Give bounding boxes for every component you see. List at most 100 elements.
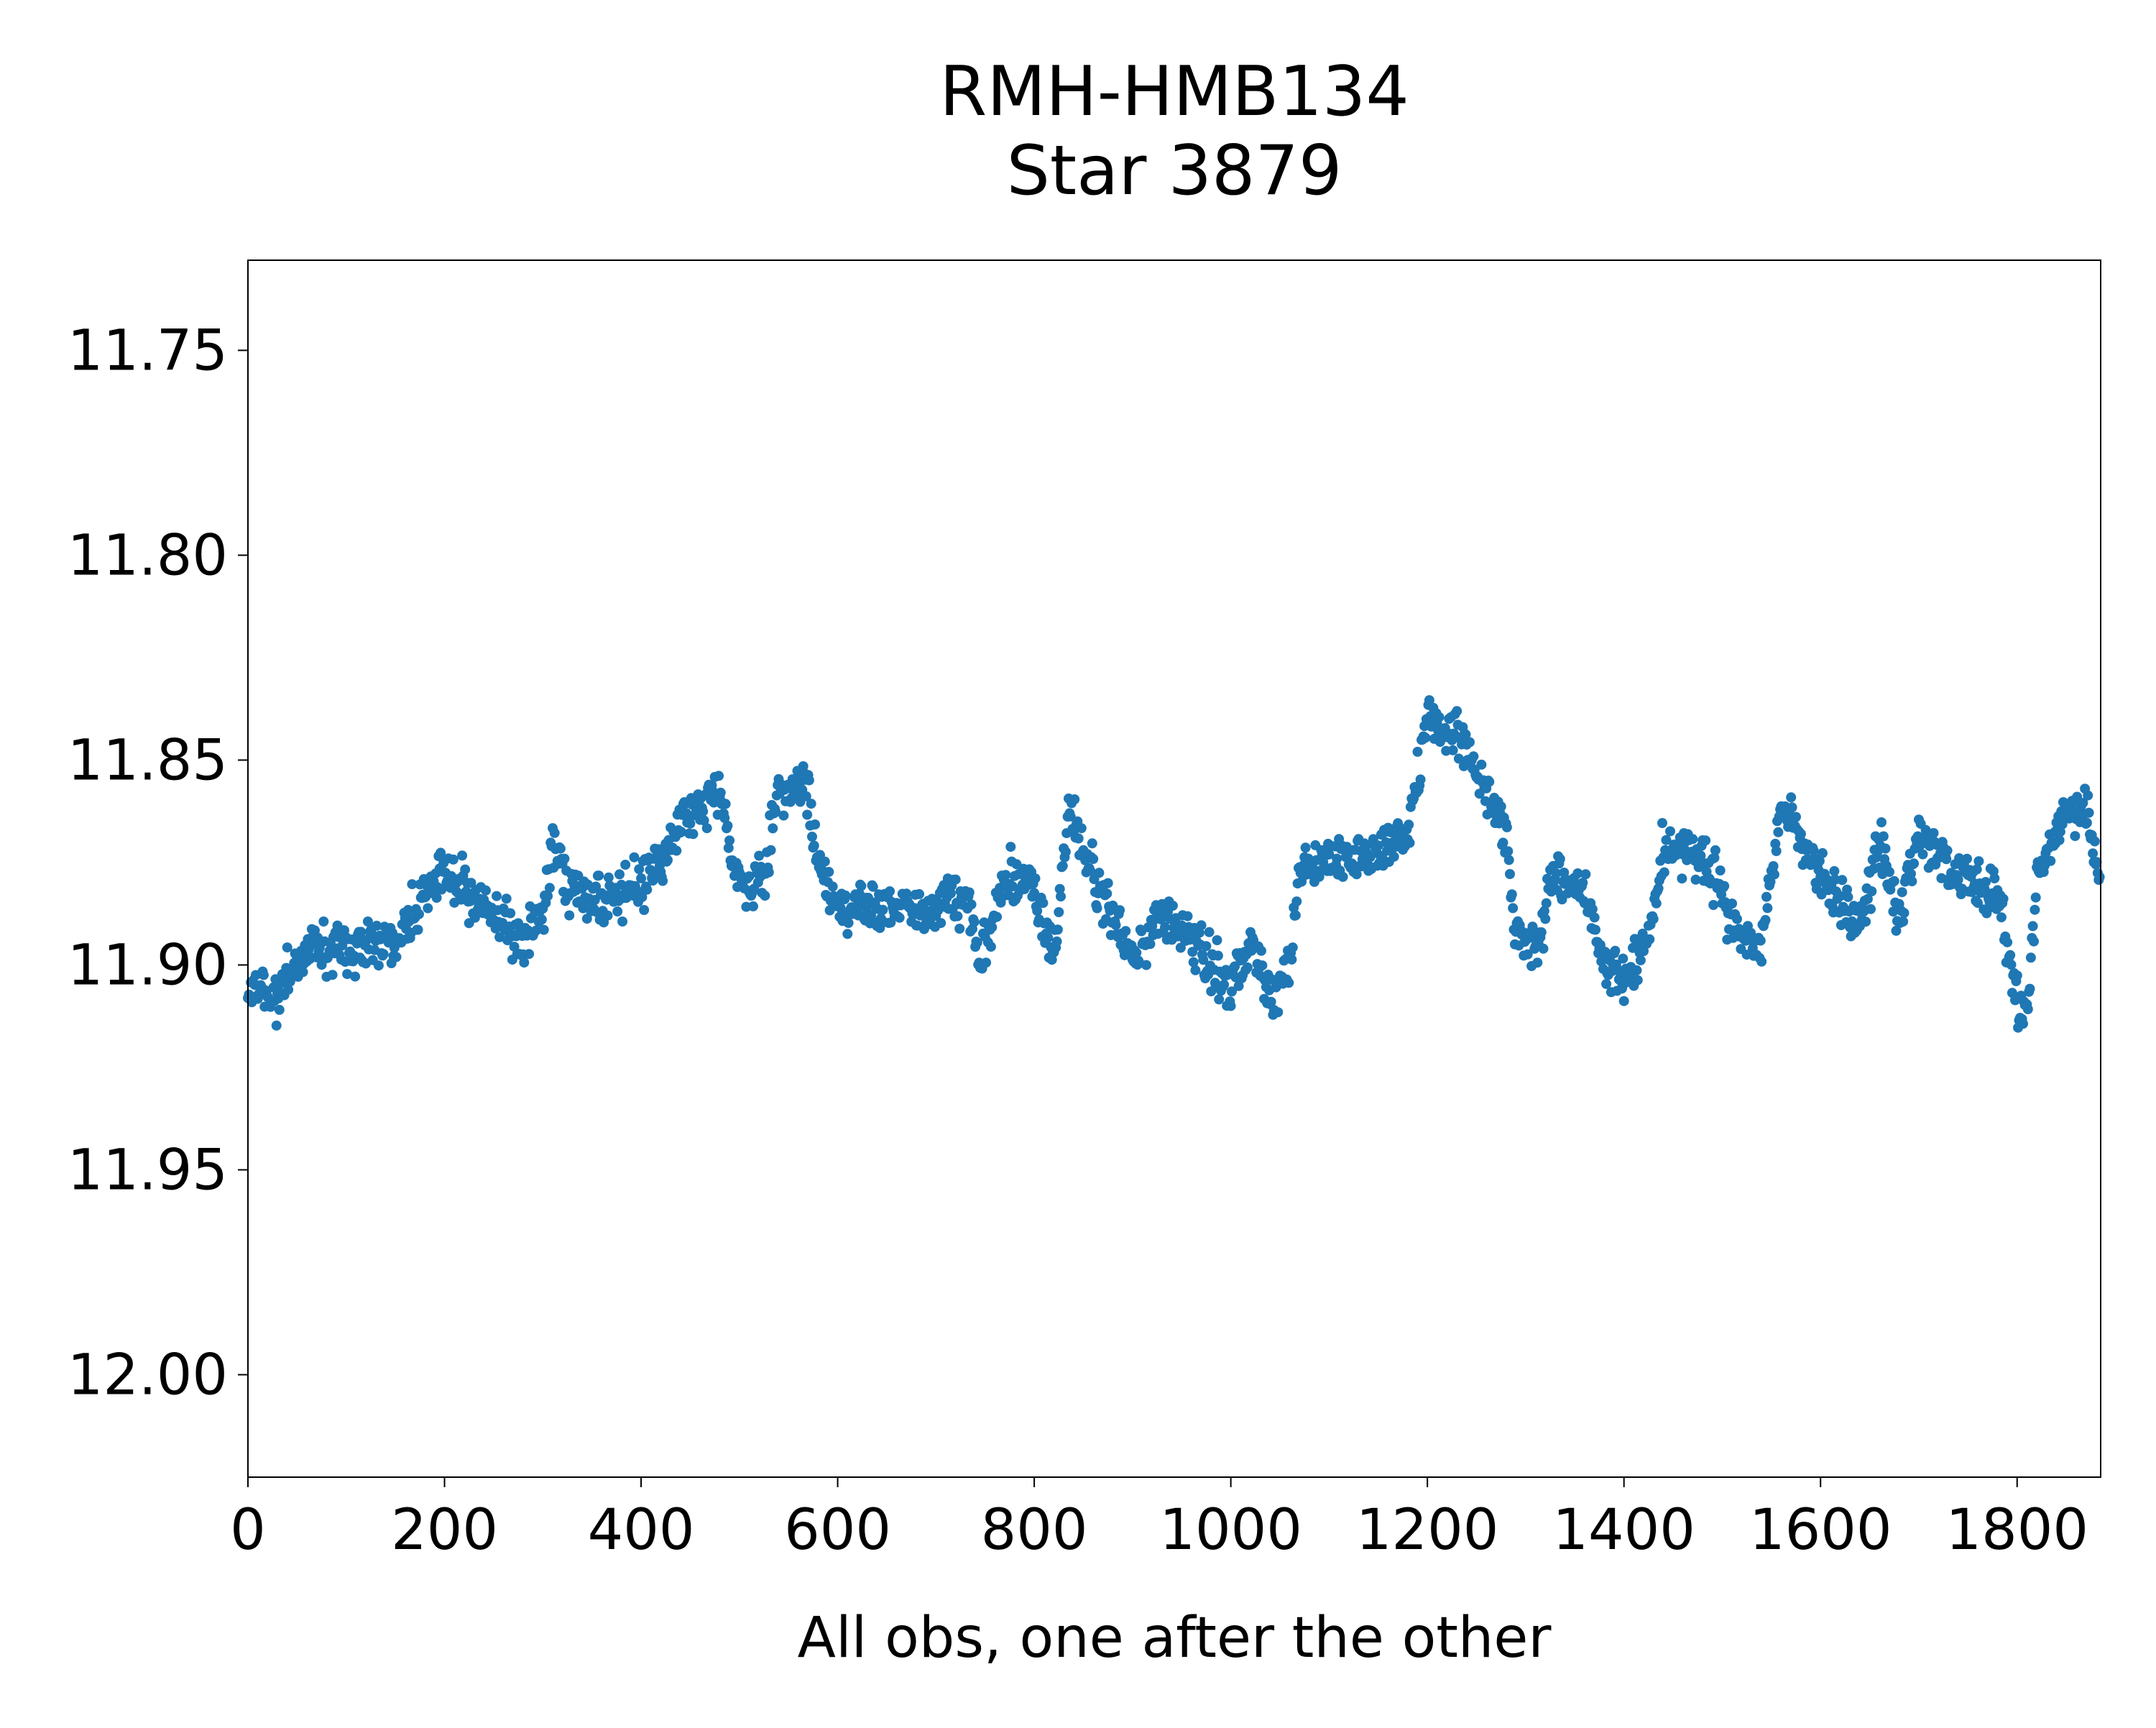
- data-point: [1719, 881, 1730, 891]
- y-tick-label: 11.90: [68, 933, 228, 998]
- data-point: [1589, 912, 1600, 923]
- data-point: [1141, 960, 1151, 970]
- data-point: [431, 893, 442, 903]
- data-point: [1420, 732, 1431, 743]
- data-point: [1287, 942, 1298, 953]
- data-point: [1498, 837, 1508, 848]
- data-point: [1695, 850, 1706, 861]
- data-point: [1861, 916, 1871, 927]
- data-point: [413, 924, 423, 935]
- data-point: [1303, 853, 1314, 864]
- data-point: [1212, 935, 1222, 945]
- data-point: [544, 883, 555, 893]
- data-point: [1102, 878, 1113, 888]
- data-point: [327, 970, 338, 980]
- data-point: [1233, 980, 1244, 991]
- data-point: [914, 888, 925, 899]
- data-point: [1659, 867, 1669, 878]
- data-point: [1651, 898, 1662, 909]
- data-point: [1632, 975, 1643, 985]
- data-point: [1657, 818, 1667, 828]
- data-point: [1554, 854, 1565, 865]
- data-point: [765, 845, 776, 855]
- data-point: [1786, 792, 1797, 803]
- data-point: [1300, 842, 1311, 853]
- data-point: [1337, 871, 1348, 882]
- data-point: [2029, 936, 2039, 947]
- data-point: [457, 850, 468, 861]
- data-point: [1476, 759, 1487, 770]
- data-point: [819, 856, 830, 867]
- data-point: [807, 832, 817, 842]
- data-point: [1644, 934, 1655, 945]
- data-point: [802, 809, 813, 820]
- data-point: [1541, 898, 1552, 909]
- data-point: [1160, 922, 1170, 932]
- y-tick-label: 11.95: [68, 1138, 228, 1203]
- data-point: [1897, 887, 1907, 898]
- data-point: [1917, 849, 1928, 860]
- data-point: [362, 916, 373, 927]
- data-point: [1188, 957, 1199, 968]
- data-point: [719, 813, 730, 823]
- data-point: [1755, 935, 1766, 946]
- data-point: [723, 842, 734, 853]
- data-point: [1998, 893, 2009, 904]
- data-point: [402, 904, 413, 915]
- data-point: [856, 881, 867, 891]
- data-point: [564, 910, 575, 921]
- data-point: [1087, 838, 1097, 849]
- data-point: [350, 971, 361, 982]
- data-point: [1054, 907, 1064, 917]
- data-point: [754, 850, 765, 861]
- data-point: [1907, 876, 1917, 887]
- data-point: [1941, 854, 1952, 865]
- data-point: [492, 891, 502, 901]
- data-point: [1076, 823, 1087, 834]
- data-point: [1572, 868, 1583, 878]
- data-point: [1501, 822, 1512, 832]
- x-tick-label: 200: [391, 1498, 498, 1563]
- data-point: [538, 924, 549, 935]
- data-point: [1862, 893, 1873, 904]
- data-point: [469, 912, 480, 923]
- data-point: [1971, 864, 1982, 875]
- data-point: [1700, 835, 1711, 846]
- data-point: [603, 872, 614, 883]
- data-point: [1190, 965, 1201, 975]
- data-point: [1601, 978, 1612, 989]
- data-point: [1708, 900, 1719, 910]
- data-point: [274, 1004, 285, 1015]
- data-point: [936, 918, 946, 929]
- data-point: [2025, 952, 2036, 963]
- data-point: [1942, 845, 1953, 856]
- data-point: [1120, 926, 1131, 937]
- data-point: [536, 914, 547, 925]
- data-point: [2054, 835, 2065, 845]
- data-point: [1424, 695, 1434, 706]
- x-tick-label: 0: [230, 1498, 266, 1563]
- data-point: [2002, 937, 2013, 947]
- data-point: [1110, 919, 1121, 930]
- data-point: [1198, 955, 1209, 965]
- data-point: [1000, 870, 1011, 881]
- data-point: [378, 949, 389, 960]
- data-point: [763, 867, 774, 878]
- data-point: [1503, 855, 1514, 865]
- data-point: [1760, 914, 1771, 925]
- data-point: [524, 949, 535, 960]
- data-point: [2024, 983, 2035, 994]
- data-point: [676, 827, 687, 837]
- data-point: [1092, 903, 1102, 914]
- data-point: [1610, 945, 1621, 956]
- data-point: [724, 835, 735, 846]
- data-point: [1715, 865, 1726, 876]
- data-point: [356, 927, 367, 937]
- data-point: [748, 901, 758, 911]
- data-point: [1332, 853, 1342, 864]
- data-point: [1761, 891, 1772, 902]
- data-point: [481, 885, 491, 896]
- data-point: [407, 879, 418, 890]
- data-point: [634, 864, 645, 875]
